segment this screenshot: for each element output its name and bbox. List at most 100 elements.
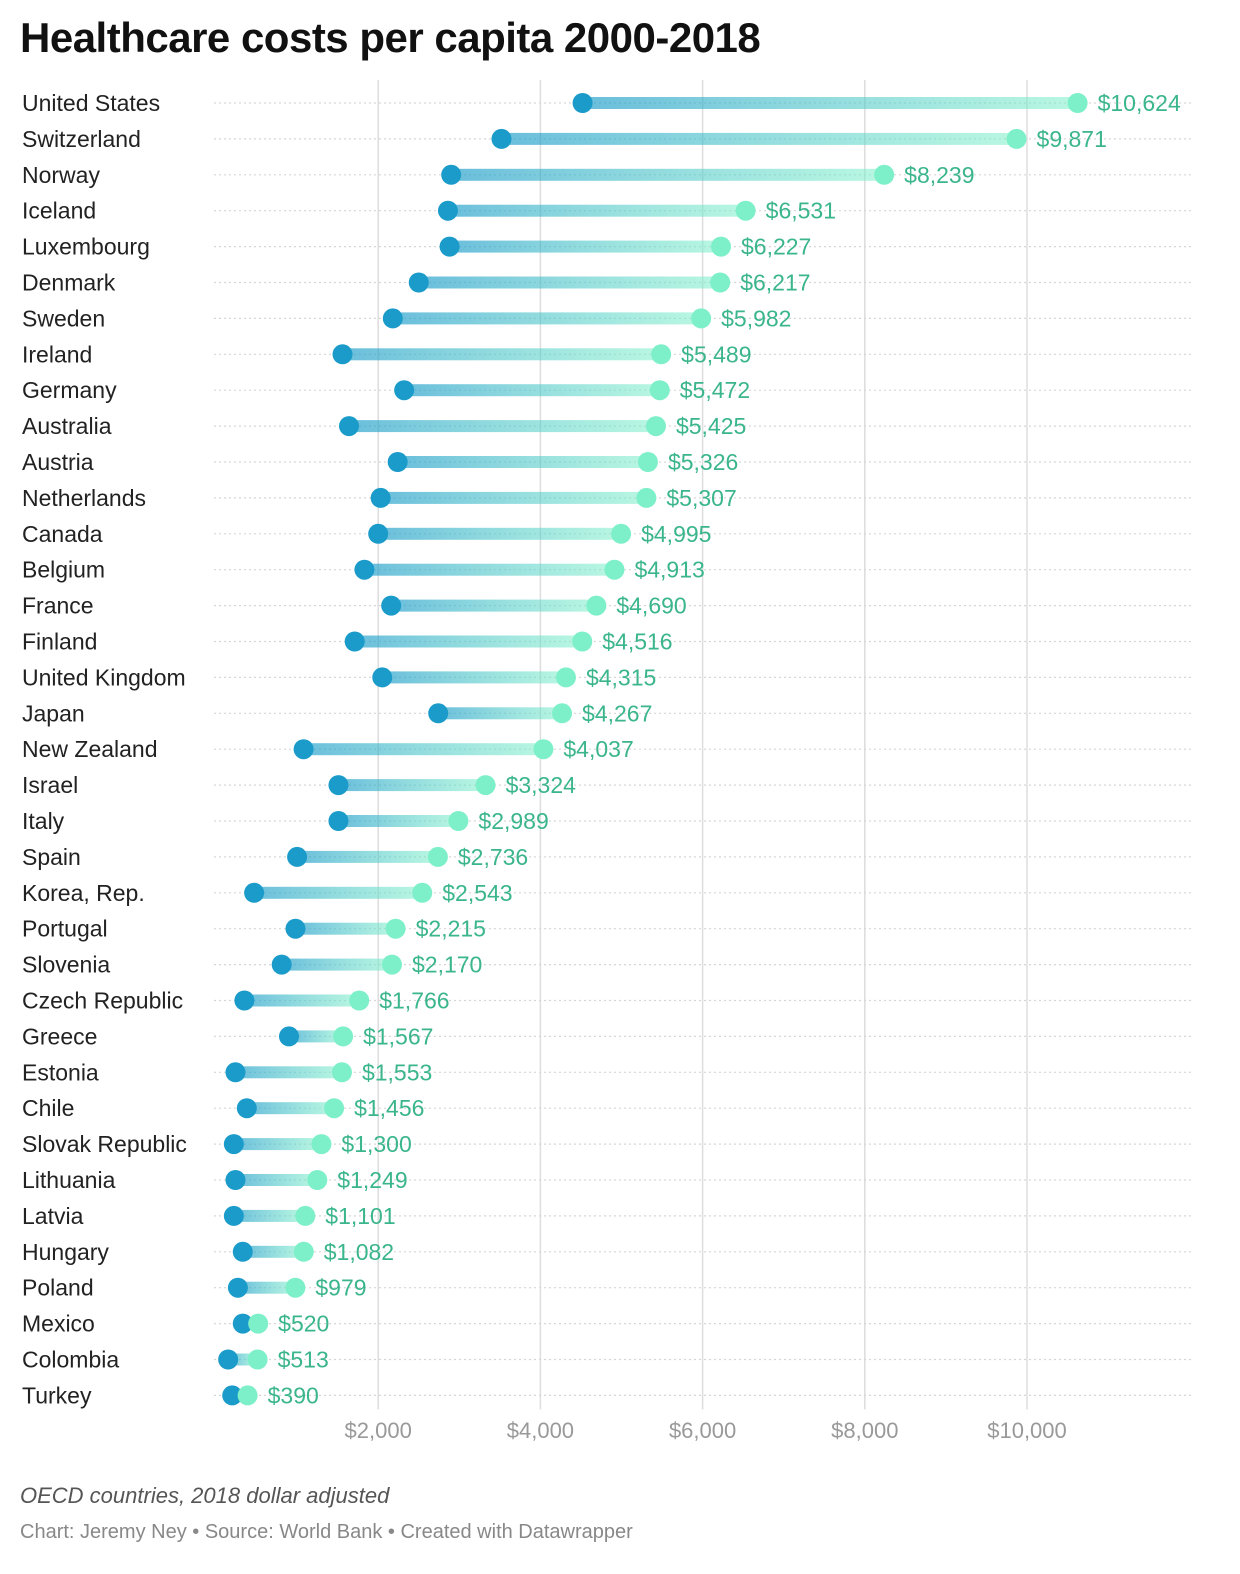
chart-row[interactable]: Germany $5,472 xyxy=(22,377,1192,403)
end-dot-2018[interactable] xyxy=(710,272,731,293)
start-dot-2000[interactable] xyxy=(328,775,349,796)
start-dot-2000[interactable] xyxy=(225,1062,246,1083)
end-dot-2018[interactable] xyxy=(247,1349,268,1370)
chart-row[interactable]: Netherlands $5,307 xyxy=(22,485,1192,511)
start-dot-2000[interactable] xyxy=(278,1026,299,1047)
start-dot-2000[interactable] xyxy=(232,1313,253,1334)
end-dot-2018[interactable] xyxy=(237,1385,258,1406)
chart-row[interactable]: Estonia $1,553 xyxy=(22,1059,1192,1085)
start-dot-2000[interactable] xyxy=(225,1170,246,1190)
start-dot-2000[interactable] xyxy=(234,990,255,1011)
start-dot-2000[interactable] xyxy=(491,128,512,149)
chart-row[interactable]: United States $10,624 xyxy=(22,90,1192,116)
start-dot-2000[interactable] xyxy=(439,236,460,257)
end-dot-2018[interactable] xyxy=(691,308,712,329)
chart-row[interactable]: Greece $1,567 xyxy=(22,1023,1192,1049)
credit-tool[interactable]: Created with Datawrapper xyxy=(400,1521,633,1543)
start-dot-2000[interactable] xyxy=(370,487,391,508)
start-dot-2000[interactable] xyxy=(232,1241,253,1262)
end-dot-2018[interactable] xyxy=(555,667,576,688)
end-dot-2018[interactable] xyxy=(285,1277,306,1298)
start-dot-2000[interactable] xyxy=(437,200,458,221)
end-dot-2018[interactable] xyxy=(381,954,402,975)
start-dot-2000[interactable] xyxy=(428,703,449,724)
end-dot-2018[interactable] xyxy=(611,523,632,544)
start-dot-2000[interactable] xyxy=(332,344,353,365)
start-dot-2000[interactable] xyxy=(293,739,314,760)
start-dot-2000[interactable] xyxy=(354,559,375,580)
chart-row[interactable]: Chile $1,456 xyxy=(22,1095,1192,1121)
end-dot-2018[interactable] xyxy=(651,344,672,365)
chart-row[interactable]: Spain $2,736 xyxy=(22,844,1192,870)
chart-row[interactable]: United Kingdom $4,315 xyxy=(22,664,1192,690)
start-dot-2000[interactable] xyxy=(222,1385,243,1406)
end-dot-2018[interactable] xyxy=(295,1205,316,1226)
end-dot-2018[interactable] xyxy=(1067,93,1088,113)
end-dot-2018[interactable] xyxy=(735,200,756,221)
chart-row[interactable]: Finland $4,516 xyxy=(22,629,1192,655)
end-dot-2018[interactable] xyxy=(645,416,666,437)
chart-row[interactable]: Italy $2,989 xyxy=(22,808,1192,834)
end-dot-2018[interactable] xyxy=(649,380,670,401)
end-dot-2018[interactable] xyxy=(874,164,895,185)
end-dot-2018[interactable] xyxy=(333,1026,354,1047)
end-dot-2018[interactable] xyxy=(475,775,496,796)
end-dot-2018[interactable] xyxy=(324,1098,345,1119)
end-dot-2018[interactable] xyxy=(448,811,469,831)
end-dot-2018[interactable] xyxy=(1006,128,1027,149)
chart-row[interactable]: Sweden $5,982 xyxy=(22,305,1192,331)
start-dot-2000[interactable] xyxy=(236,1098,257,1119)
start-dot-2000[interactable] xyxy=(271,954,292,975)
start-dot-2000[interactable] xyxy=(382,308,403,329)
chart-row[interactable]: Portugal $2,215 xyxy=(22,916,1192,942)
end-dot-2018[interactable] xyxy=(248,1313,269,1334)
chart-row[interactable]: Denmark $6,217 xyxy=(22,270,1192,296)
chart-row[interactable]: Korea, Rep. $2,543 xyxy=(22,880,1192,906)
start-dot-2000[interactable] xyxy=(572,93,593,113)
chart-row[interactable]: Iceland $6,531 xyxy=(22,198,1192,224)
end-dot-2018[interactable] xyxy=(412,882,433,903)
start-dot-2000[interactable] xyxy=(339,416,360,437)
chart-row[interactable]: Luxembourg $6,227 xyxy=(22,234,1192,260)
start-dot-2000[interactable] xyxy=(441,164,462,185)
chart-row[interactable]: Hungary $1,082 xyxy=(22,1239,1192,1265)
start-dot-2000[interactable] xyxy=(408,272,429,293)
start-dot-2000[interactable] xyxy=(387,452,408,472)
credit-source[interactable]: Source: World Bank xyxy=(204,1521,383,1543)
start-dot-2000[interactable] xyxy=(328,811,349,831)
chart-row[interactable]: New Zealand $4,037 xyxy=(22,736,1192,762)
start-dot-2000[interactable] xyxy=(218,1349,239,1370)
end-dot-2018[interactable] xyxy=(637,452,658,472)
chart-row[interactable]: Latvia $1,101 xyxy=(22,1203,1192,1229)
end-dot-2018[interactable] xyxy=(604,559,625,580)
chart-row[interactable]: Lithuania $1,249 xyxy=(22,1167,1192,1193)
chart-row[interactable]: Israel $3,324 xyxy=(22,772,1192,798)
chart-row[interactable]: Japan $4,267 xyxy=(22,700,1192,726)
end-dot-2018[interactable] xyxy=(311,1134,332,1155)
chart-row[interactable]: Switzerland $9,871 xyxy=(22,126,1192,152)
chart-row[interactable]: Colombia $513 xyxy=(22,1347,1192,1373)
end-dot-2018[interactable] xyxy=(533,739,554,760)
chart-row[interactable]: Poland $979 xyxy=(22,1275,1192,1301)
chart-row[interactable]: Mexico $520 xyxy=(22,1311,1192,1337)
end-dot-2018[interactable] xyxy=(331,1062,352,1083)
chart-row[interactable]: Belgium $4,913 xyxy=(22,557,1192,583)
start-dot-2000[interactable] xyxy=(344,631,365,652)
chart-row[interactable]: Turkey $390 xyxy=(22,1382,1192,1408)
end-dot-2018[interactable] xyxy=(427,846,448,867)
chart-row[interactable]: Norway $8,239 xyxy=(22,162,1192,188)
start-dot-2000[interactable] xyxy=(285,918,306,939)
start-dot-2000[interactable] xyxy=(381,595,402,616)
end-dot-2018[interactable] xyxy=(586,595,607,616)
end-dot-2018[interactable] xyxy=(307,1170,328,1190)
end-dot-2018[interactable] xyxy=(636,487,657,508)
end-dot-2018[interactable] xyxy=(572,631,593,652)
end-dot-2018[interactable] xyxy=(711,236,732,257)
start-dot-2000[interactable] xyxy=(394,380,415,401)
start-dot-2000[interactable] xyxy=(223,1205,244,1226)
start-dot-2000[interactable] xyxy=(287,846,308,867)
end-dot-2018[interactable] xyxy=(293,1241,314,1262)
start-dot-2000[interactable] xyxy=(244,882,265,903)
start-dot-2000[interactable] xyxy=(372,667,393,688)
start-dot-2000[interactable] xyxy=(223,1134,244,1155)
